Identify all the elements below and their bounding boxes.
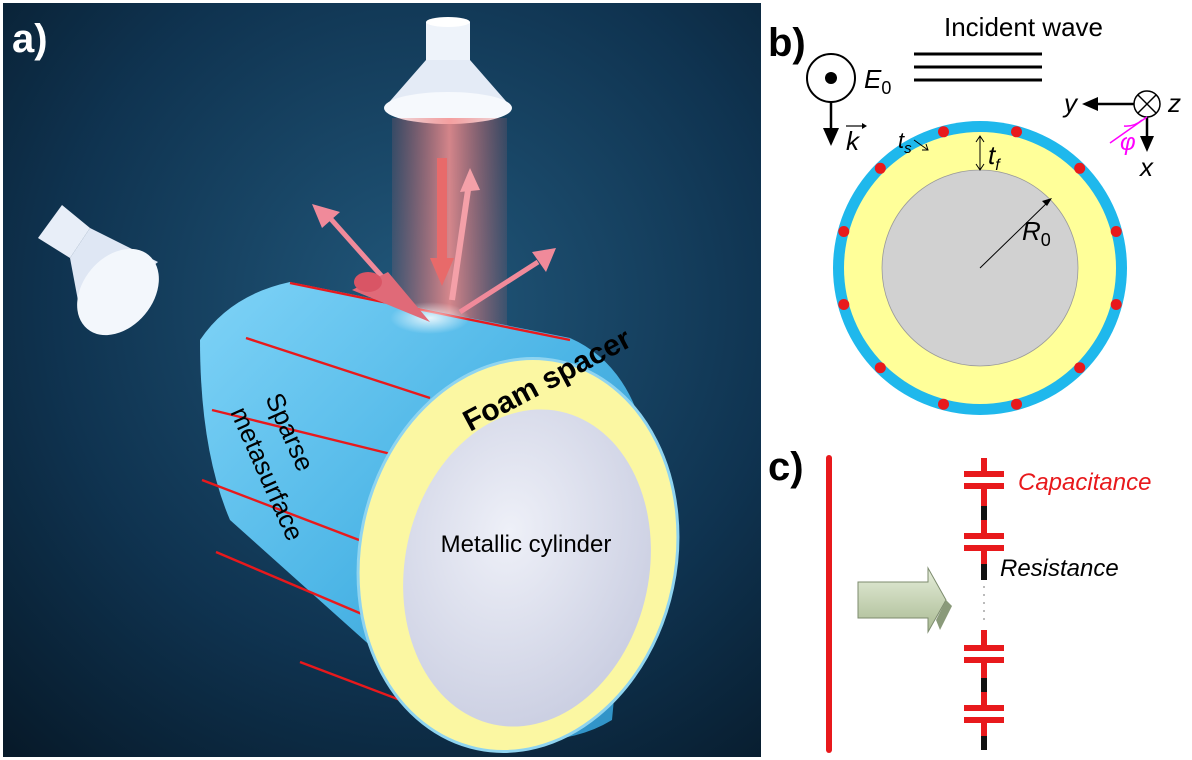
- metasurface-dot: [1011, 126, 1022, 138]
- cylinder-end-face: [356, 357, 680, 753]
- metal-disk: [403, 409, 651, 727]
- metasurface-dot: [874, 162, 886, 174]
- metasurface-dot: [1110, 299, 1122, 310]
- strip: [245, 336, 431, 400]
- metasurface-dot: [1110, 226, 1122, 237]
- k-overarrow: [846, 123, 867, 129]
- panel-a: a) Metallic cylinder Foam spacer Sparse …: [3, 3, 761, 757]
- r0-label: R0: [1022, 216, 1051, 250]
- coordinate-axes: [1082, 90, 1161, 152]
- tf-arrow: [975, 135, 985, 171]
- metasurface-dots: [838, 126, 1122, 410]
- panel-b-label: b): [768, 21, 806, 65]
- metasurface-dot: [938, 126, 949, 138]
- equivalent-circuit: [964, 458, 1004, 750]
- left-horn-antenna: [38, 205, 159, 336]
- metasurface-dot: [1011, 398, 1022, 410]
- phi-ray: [1109, 116, 1148, 144]
- scattering-arrows: [312, 158, 556, 334]
- k-label: k: [846, 126, 861, 156]
- strip: [201, 478, 381, 550]
- panel-b: b) Incident wave E0 k: [768, 12, 1181, 415]
- tf-label: tf: [988, 140, 1001, 174]
- axis-x-label: x: [1138, 152, 1154, 182]
- metasurface-dot: [838, 299, 850, 310]
- metasurface-dot: [838, 226, 850, 237]
- phi-label: φ: [1120, 129, 1136, 156]
- metasurface-dot: [938, 398, 949, 410]
- incident-wave-label: Incident wave: [944, 12, 1103, 42]
- resistance-label: Resistance: [1000, 555, 1119, 582]
- metasurface-dot: [874, 362, 886, 374]
- metasurface-dot: [1074, 162, 1086, 174]
- r0-arrow: [979, 198, 1052, 269]
- ts-label: ts: [898, 128, 912, 157]
- top-horn-antenna: [384, 17, 512, 124]
- panel-c-label: c): [768, 445, 804, 489]
- e0-label: E0: [864, 64, 891, 98]
- scatter-arrow-right: [458, 259, 540, 315]
- metallic-cylinder-label: Metallic cylinder: [441, 531, 612, 558]
- axis-y-label: y: [1062, 88, 1079, 118]
- ts-arrow: [913, 139, 929, 151]
- wavefront-lines: [914, 52, 1042, 82]
- e-field-out-of-page-icon: [806, 53, 856, 103]
- strip: [211, 408, 396, 457]
- metasurface-dot: [1074, 362, 1086, 374]
- panel-c: c) Capacitance Resistance: [768, 445, 1151, 753]
- capacitance-label: Capacitance: [1018, 469, 1151, 496]
- transform-arrow: [857, 566, 952, 634]
- k-vector-arrow: [823, 102, 839, 146]
- backscatter-arrow: [449, 189, 471, 301]
- strip: [215, 550, 377, 622]
- panel-a-label: a): [12, 17, 48, 61]
- axis-z-label: z: [1167, 88, 1181, 118]
